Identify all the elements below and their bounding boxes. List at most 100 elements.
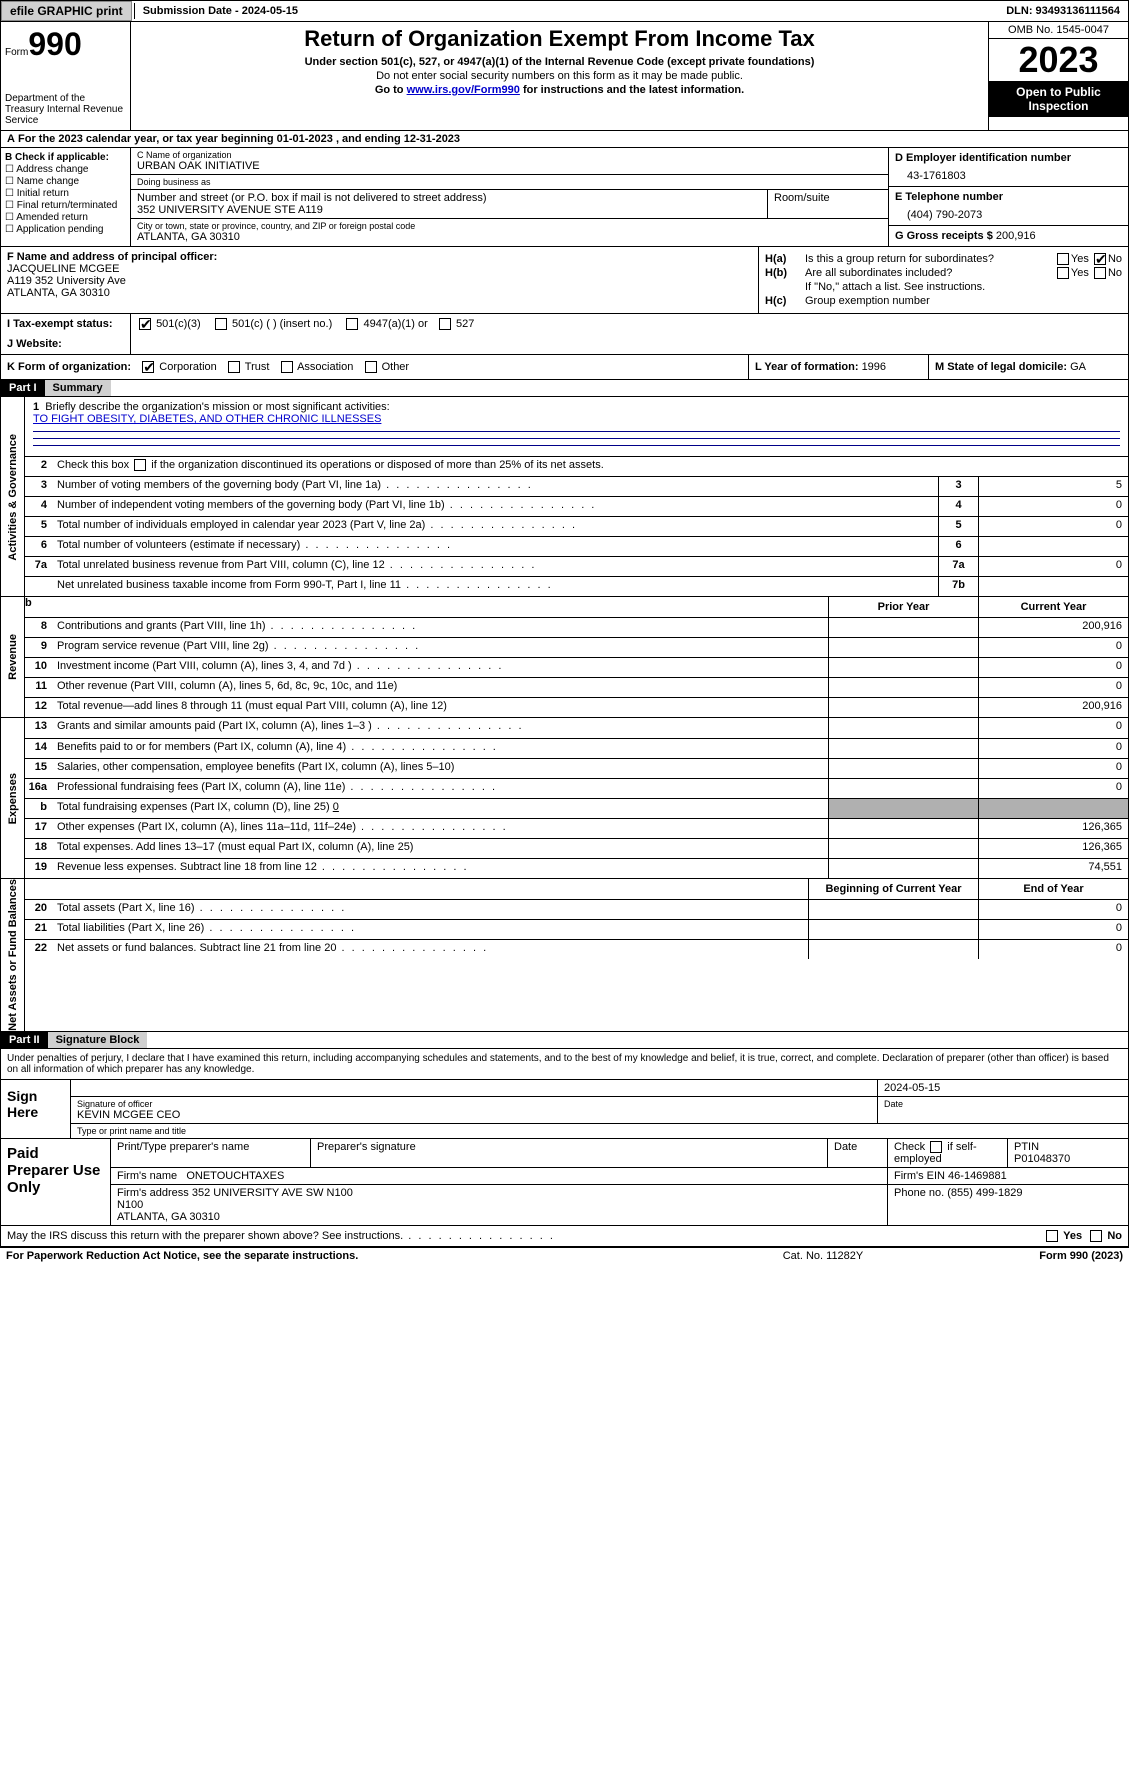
signature-intro: Under penalties of perjury, I declare th… [0,1049,1129,1080]
line21: Total liabilities (Part X, line 26) [53,920,808,939]
end-year-hdr: End of Year [978,879,1128,899]
l-year-formation: L Year of formation: 1996 [748,355,928,379]
val3: 5 [978,477,1128,496]
column-c: C Name of organization URBAN OAK INITIAT… [131,148,888,246]
mission-link[interactable]: TO FIGHT OBESITY, DIABETES, AND OTHER CH… [33,413,381,425]
dln: DLN: 93493136111564 [998,3,1128,19]
column-d-e-g: D Employer identification number 43-1761… [888,148,1128,246]
part2-badge: Part II [1,1032,48,1048]
discuss-yes-checkbox[interactable] [1046,1230,1058,1242]
line6: Total number of volunteers (estimate if … [53,537,938,556]
netassets-section: Net Assets or Fund Balances Beginning of… [1,879,1128,1031]
open-to-public: Open to Public Inspection [989,81,1128,117]
line3: Number of voting members of the governin… [53,477,938,496]
cb-corp[interactable] [142,361,154,373]
line12: Total revenue—add lines 8 through 11 (mu… [53,698,828,717]
cb-address-change[interactable]: Address change [5,164,126,175]
gross-receipts-cell: G Gross receipts $ 200,916 [889,226,1128,246]
part2-header: Part II Signature Block [0,1032,1129,1049]
page-footer: For Paperwork Reduction Act Notice, see … [0,1247,1129,1264]
line10: Investment income (Part VIII, column (A)… [53,658,828,677]
row-a: A For the 2023 calendar year, or tax yea… [0,131,1129,148]
paid-preparer-label: Paid Preparer Use Only [1,1139,111,1225]
line15: Salaries, other compensation, employee b… [53,759,828,778]
header-middle: Return of Organization Exempt From Incom… [131,22,988,130]
hb-no-checkbox[interactable] [1094,267,1106,279]
discuss-no-checkbox[interactable] [1090,1230,1102,1242]
cb-initial-return[interactable]: Initial return [5,188,126,199]
line22: Net assets or fund balances. Subtract li… [53,940,808,959]
sign-here-label: Sign Here [1,1080,71,1138]
officer-addr1: A119 352 University Ave [7,275,752,287]
cb-4947[interactable] [346,318,358,330]
prep-name-cell: Print/Type preparer's name [111,1139,311,1167]
val7a: 0 [978,557,1128,576]
dba-cell: Doing business as [131,175,888,190]
org-name: URBAN OAK INITIATIVE [137,160,882,172]
val10c: 0 [978,658,1128,677]
val16a: 0 [978,779,1128,798]
val19: 74,551 [978,859,1128,878]
cb-assoc[interactable] [281,361,293,373]
line14: Benefits paid to or for members (Part IX… [53,739,828,758]
ha-yes-checkbox[interactable] [1057,253,1069,265]
cb-trust[interactable] [228,361,240,373]
prep-sig-cell: Preparer's signature [311,1139,828,1167]
val14: 0 [978,739,1128,758]
paperwork-notice: For Paperwork Reduction Act Notice, see … [6,1250,723,1262]
cb-501c3[interactable] [139,318,151,330]
hb-yes-checkbox[interactable] [1057,267,1069,279]
cb-501c[interactable] [215,318,227,330]
i-options: 501(c)(3) 501(c) ( ) (insert no.) 4947(a… [131,314,1128,334]
val18: 126,365 [978,839,1128,858]
k-form-org: K Form of organization: Corporation Trus… [1,355,748,379]
cb-self-employed[interactable] [930,1141,942,1153]
governance-section: Activities & Governance 1 Briefly descri… [1,397,1128,597]
dept-treasury: Department of the Treasury Internal Reve… [5,93,126,126]
part1-header: Part I Summary [0,380,1129,397]
cb-app-pending[interactable]: Application pending [5,224,126,235]
current-year-hdr: Current Year [978,597,1128,617]
prior-year-hdr: Prior Year [828,597,978,617]
line18: Total expenses. Add lines 13–17 (must eq… [53,839,828,858]
val13: 0 [978,718,1128,738]
subtitle-2: Do not enter social security numbers on … [135,70,984,82]
cb-name-change[interactable]: Name change [5,176,126,187]
cb-amended[interactable]: Amended return [5,212,126,223]
revenue-section: Revenue bPrior YearCurrent Year 8Contrib… [1,597,1128,718]
revenue-vlabel: Revenue [1,597,25,717]
prep-selfemp-cell: Check if self-employed [888,1139,1008,1167]
prep-ptin-cell: PTINP01048370 [1008,1139,1128,1167]
cb-527[interactable] [439,318,451,330]
line16b: Total fundraising expenses (Part IX, col… [53,799,828,818]
val12c: 200,916 [978,698,1128,717]
irs-link[interactable]: www.irs.gov/Form990 [407,84,520,96]
governance-vlabel: Activities & Governance [1,397,25,596]
firm-addr-cell: Firm's address 352 UNIVERSITY AVE SW N10… [111,1185,888,1225]
paid-preparer-block: Paid Preparer Use Only Print/Type prepar… [0,1139,1129,1226]
line7b: Net unrelated business taxable income fr… [53,577,938,596]
form-title: Return of Organization Exempt From Incom… [135,26,984,52]
cb-discontinued[interactable] [134,459,146,471]
val15: 0 [978,759,1128,778]
city-cell: City or town, state or province, country… [131,219,888,245]
val8c: 200,916 [978,618,1128,637]
val6 [978,537,1128,556]
header-left: Form990 Department of the Treasury Inter… [1,22,131,130]
discuss-text: May the IRS discuss this return with the… [7,1230,1044,1242]
officer-sig-cell [71,1080,878,1096]
line9: Program service revenue (Part VIII, line… [53,638,828,657]
discuss-row: May the IRS discuss this return with the… [0,1226,1129,1247]
efile-print-button[interactable]: efile GRAPHIC print [1,1,132,21]
org-name-cell: C Name of organization URBAN OAK INITIAT… [131,148,888,175]
expenses-section: Expenses 13Grants and similar amounts pa… [1,718,1128,879]
firm-name-cell: Firm's name ONETOUCHTAXES [111,1168,888,1184]
cb-final-return[interactable]: Final return/terminated [5,200,126,211]
val21: 0 [978,920,1128,939]
line5: Total number of individuals employed in … [53,517,938,536]
sign-here-block: Sign Here 2024-05-15 Signature of office… [0,1080,1129,1139]
section-f-h: F Name and address of principal officer:… [0,247,1129,314]
row-j: J Website: [0,334,1129,355]
cb-other[interactable] [365,361,377,373]
ha-no-checkbox[interactable] [1094,253,1106,265]
